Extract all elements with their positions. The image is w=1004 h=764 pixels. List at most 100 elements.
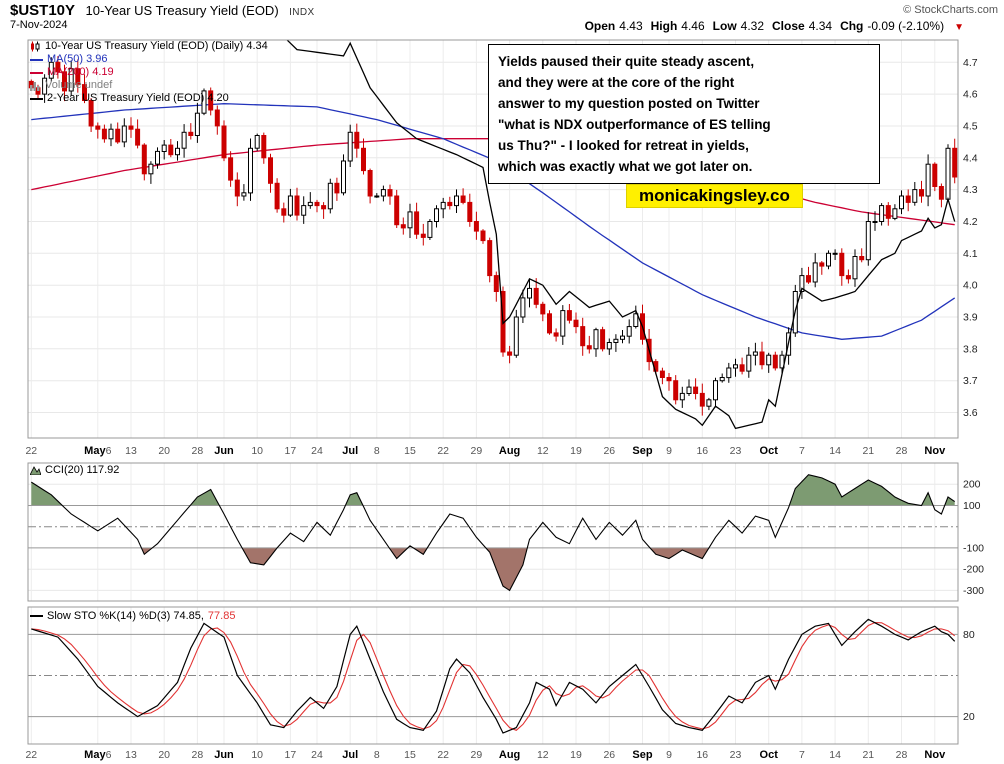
low-label: Low — [712, 19, 737, 33]
chg-value: -0.09 (-2.10%) — [867, 19, 945, 33]
exchange-label: INDX — [289, 7, 315, 18]
svg-text:Aug: Aug — [499, 749, 520, 761]
low-value: 4.32 — [740, 19, 765, 33]
svg-text:9: 9 — [666, 445, 672, 457]
svg-text:20: 20 — [963, 711, 975, 723]
y-axis-labels: 4.7 4.6 4.5 4.4 4.3 4.2 4.1 4.0 3.9 3.8 3.7 3.6 200 1… — [963, 57, 984, 723]
open-label: Open — [584, 19, 616, 33]
x-axis-labels: 22 May6 13 20 28 Jun 10 17 24 Jul 8 15 22 29 Aug 12 19 26… — [25, 445, 946, 761]
svg-text:10: 10 — [251, 445, 263, 457]
svg-text:23: 23 — [730, 749, 742, 761]
ma200-line-swatch — [30, 71, 43, 74]
svg-text:Jun: Jun — [214, 445, 234, 457]
svg-text:28: 28 — [896, 749, 908, 761]
two-year-yield-line — [286, 40, 956, 430]
svg-text:May6: May6 — [84, 749, 111, 761]
chg-label: Chg — [840, 19, 864, 33]
legend-two-year: 2-Year US Treasury Yield (EOD) 4.20 — [30, 92, 268, 105]
svg-text:17: 17 — [285, 749, 297, 761]
ohlc-quote: Open 4.43 High 4.46 Low 4.32 Close 4.34 Chg -0.09… — [585, 19, 964, 33]
svg-text:14: 14 — [829, 749, 841, 761]
cci-panel — [28, 474, 958, 592]
ma50-line-swatch — [30, 58, 43, 61]
svg-text:8: 8 — [374, 445, 380, 457]
panel-borders — [27, 39, 959, 745]
svg-text:7: 7 — [799, 445, 805, 457]
svg-text:29: 29 — [471, 749, 483, 761]
svg-text:13: 13 — [125, 749, 137, 761]
svg-text:Sep: Sep — [632, 445, 652, 457]
svg-text:22: 22 — [25, 445, 37, 457]
cci-area-icon — [30, 466, 41, 475]
candlesticks — [28, 56, 958, 416]
main-legend: 10-Year US Treasury Yield (EOD) (Daily) … — [30, 40, 268, 105]
svg-text:23: 23 — [730, 445, 742, 457]
svg-text:4.1: 4.1 — [963, 248, 978, 260]
svg-text:26: 26 — [603, 749, 615, 761]
svg-text:4.0: 4.0 — [963, 280, 978, 292]
svg-text:24: 24 — [311, 749, 323, 761]
chart-title: 10-Year US Treasury Yield (EOD) — [85, 3, 279, 18]
watermark-label: monicakingsley.co — [626, 184, 803, 208]
svg-text:May6: May6 — [84, 445, 111, 457]
svg-text:4.3: 4.3 — [963, 184, 978, 196]
sto-legend: Slow STO %K(14) %D(3) 74.85, 77.85 — [30, 610, 235, 622]
svg-text:-100: -100 — [963, 542, 984, 554]
sto-line-swatch — [30, 615, 43, 617]
cci-line — [31, 474, 956, 592]
svg-text:22: 22 — [437, 445, 449, 457]
svg-text:28: 28 — [896, 445, 908, 457]
svg-text:15: 15 — [404, 749, 416, 761]
svg-text:19: 19 — [570, 445, 582, 457]
svg-text:Jul: Jul — [342, 749, 358, 761]
high-value: 4.46 — [681, 19, 705, 33]
svg-text:24: 24 — [311, 445, 323, 457]
svg-text:200: 200 — [963, 479, 981, 491]
svg-text:8: 8 — [374, 749, 380, 761]
svg-text:22: 22 — [25, 749, 37, 761]
legend-volume-label: Volume undef — [45, 79, 113, 91]
svg-text:28: 28 — [192, 445, 204, 457]
svg-text:80: 80 — [963, 629, 975, 641]
svg-text:Jun: Jun — [214, 749, 234, 761]
svg-text:26: 26 — [603, 445, 615, 457]
sto-k-label: Slow STO %K(14) %D(3) 74.85, — [47, 610, 204, 622]
svg-text:17: 17 — [285, 445, 297, 457]
svg-text:3.9: 3.9 — [963, 312, 978, 324]
svg-text:Aug: Aug — [499, 445, 520, 457]
svg-text:Sep: Sep — [632, 749, 652, 761]
svg-text:3.6: 3.6 — [963, 407, 978, 419]
legend-volume: Volume undef — [30, 79, 268, 92]
svg-text:22: 22 — [437, 749, 449, 761]
cci-legend-label: CCI(20) 117.92 — [45, 464, 120, 476]
ticker-symbol: $UST10Y — [10, 2, 76, 19]
sto-k-line — [31, 618, 956, 734]
svg-text:3.7: 3.7 — [963, 375, 978, 387]
close-label: Close — [772, 19, 805, 33]
svg-text:-200: -200 — [963, 564, 984, 576]
svg-text:Jul: Jul — [342, 445, 358, 457]
svg-text:3.8: 3.8 — [963, 343, 978, 355]
legend-ma50: MA(50) 3.96 — [30, 53, 268, 66]
chart-header: $UST10Y 10-Year US Treasury Yield (EOD) … — [10, 2, 998, 19]
change-down-arrow-icon: ▼ — [954, 22, 964, 33]
chart-date: 7-Nov-2024 — [10, 19, 68, 31]
svg-text:4.7: 4.7 — [963, 57, 978, 69]
legend-main-series: 10-Year US Treasury Yield (EOD) (Daily) … — [30, 40, 268, 53]
svg-text:16: 16 — [696, 749, 708, 761]
annotation-box: Yields paused their quite steady ascent,… — [488, 44, 880, 184]
candlestick-icon — [31, 41, 40, 52]
cci-legend: CCI(20) 117.92 — [30, 464, 119, 476]
svg-text:12: 12 — [537, 749, 549, 761]
svg-text:4.5: 4.5 — [963, 121, 978, 133]
high-label: High — [650, 19, 678, 33]
svg-text:100: 100 — [963, 500, 981, 512]
svg-text:15: 15 — [404, 445, 416, 457]
svg-text:14: 14 — [829, 445, 841, 457]
two-year-line-swatch — [30, 97, 43, 100]
svg-text:7: 7 — [799, 749, 805, 761]
svg-text:9: 9 — [666, 749, 672, 761]
copyright-text: © StockCharts.com — [903, 4, 998, 16]
